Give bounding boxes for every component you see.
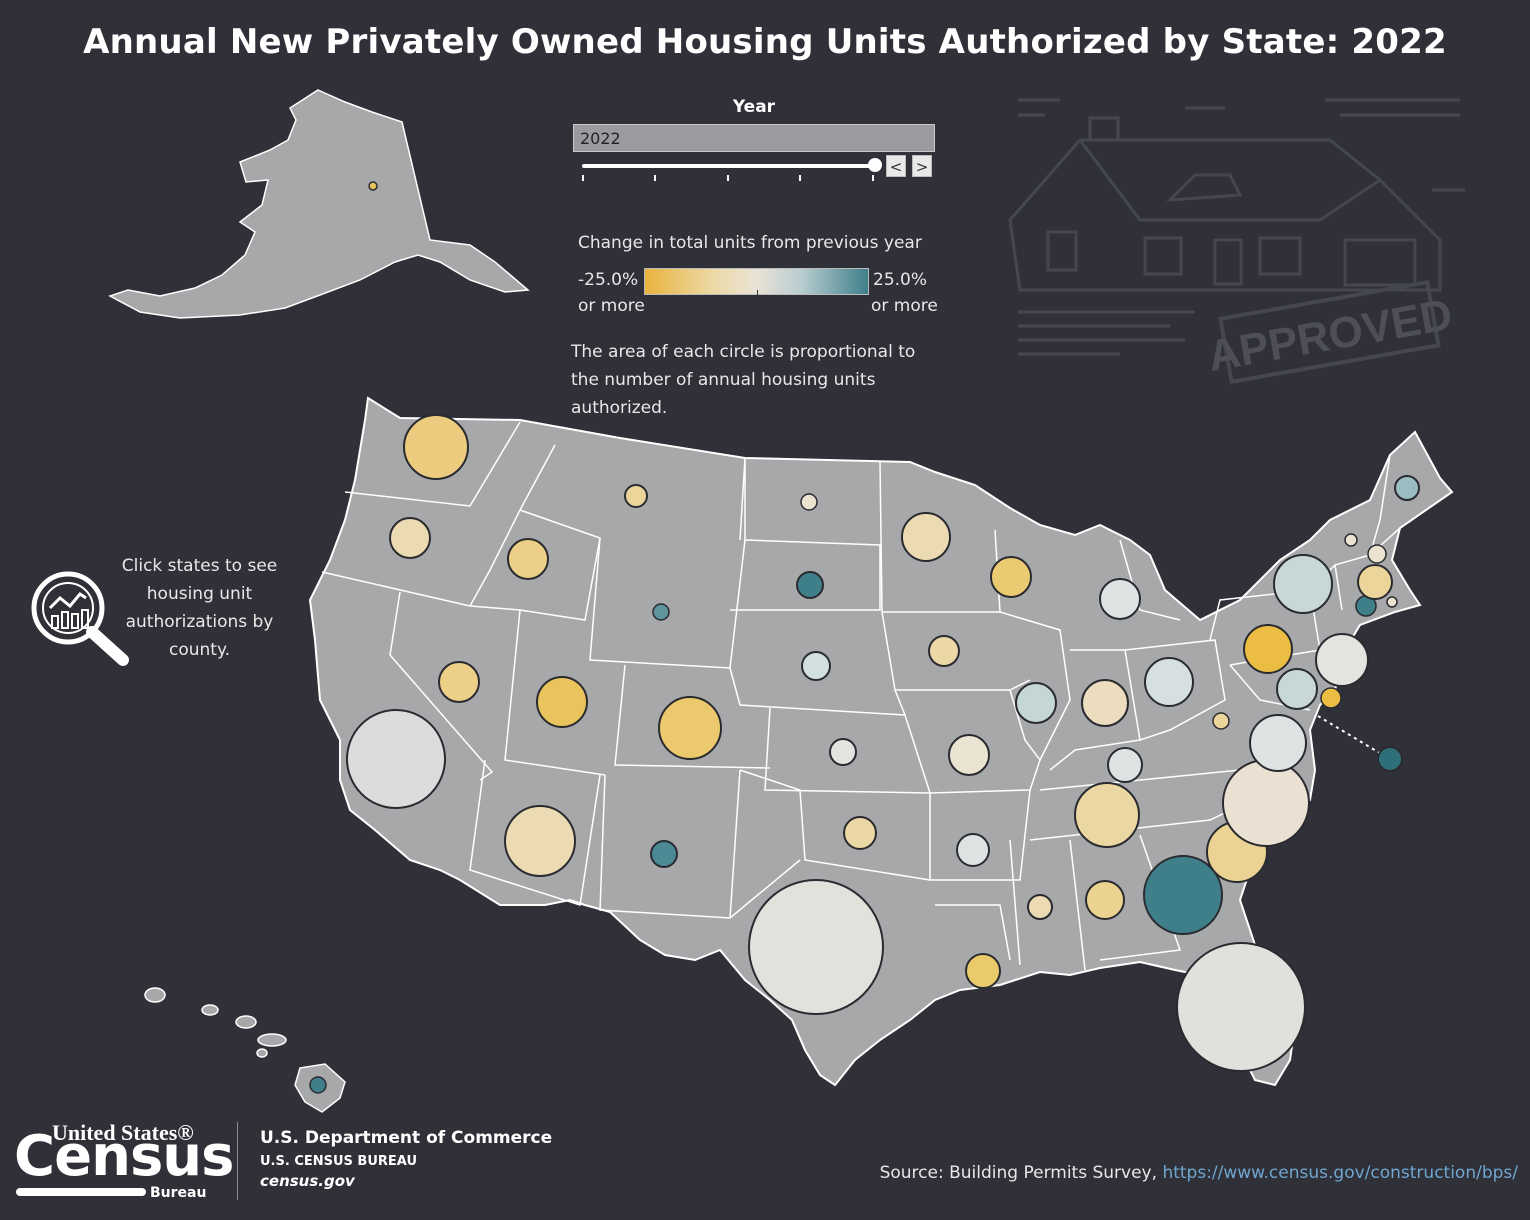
page-title: Annual New Privately Owned Housing Units… (83, 22, 1447, 62)
state-circle-oregon[interactable]: Oregon (389, 517, 431, 559)
state-circle-iowa[interactable]: Iowa (928, 635, 960, 667)
state-circle-georgia[interactable]: Georgia (1143, 855, 1223, 935)
state-circle-alaska[interactable]: Alaska (368, 181, 378, 191)
state-circle-wisconsin[interactable]: Wisconsin (990, 556, 1032, 598)
source-label: Source: (879, 1163, 944, 1183)
legend-low-label: -25.0% (578, 270, 639, 290)
slider-tick (582, 175, 584, 181)
state-circle-mississippi[interactable]: Mississippi (1027, 894, 1053, 920)
footer-divider (237, 1122, 238, 1200)
state-circle-virginia[interactable]: Virginia (1249, 714, 1307, 772)
approved-stamp: APPROVED (1204, 290, 1456, 381)
state-circles[interactable]: Washington Oregon California Idaho Nevada Mon… (309, 181, 1420, 1094)
color-scale-bar (644, 268, 869, 295)
circle-size-note: The area of each circle is proportional … (571, 342, 916, 418)
click-states-hint: Click states to see housing unit authori… (121, 556, 278, 660)
state-circle-california[interactable]: California (346, 709, 446, 809)
source-text: Building Permits Survey, (949, 1163, 1158, 1183)
slider-tick (654, 175, 656, 181)
color-scale-midpoint (757, 290, 758, 296)
state-circle-nevada[interactable]: Nevada (438, 661, 480, 703)
state-circle-new-mexico[interactable]: New Mexico (650, 840, 678, 868)
year-slider-track[interactable] (582, 164, 874, 168)
bureau-name: U.S. CENSUS BUREAU (260, 1154, 418, 1169)
slider-tick (727, 175, 729, 181)
state-circle-north-dakota[interactable]: North Dakota (800, 493, 818, 511)
state-circle-district-of-columbia[interactable]: District of Columbia (1377, 746, 1403, 772)
year-dropdown-value: 2022 (580, 129, 621, 148)
state-circle-new-york[interactable]: New York (1273, 554, 1333, 614)
house-illustration (1008, 98, 1465, 385)
alaska-shape[interactable] (108, 89, 530, 319)
hawaii-shape[interactable] (144, 987, 346, 1113)
state-circle-idaho[interactable]: Idaho (507, 538, 549, 580)
census-logo-bureau: Bureau (150, 1185, 207, 1201)
state-circle-arizona[interactable]: Arizona (504, 805, 576, 877)
state-circle-illinois[interactable]: Illinois (1015, 682, 1057, 724)
legend-high-label: 25.0% (873, 270, 928, 290)
state-circle-louisiana[interactable]: Louisiana (965, 953, 1001, 989)
state-circle-alabama[interactable]: Alabama (1085, 880, 1125, 920)
slider-tick (872, 175, 874, 181)
state-circle-indiana[interactable]: Indiana (1081, 679, 1129, 727)
source-url-link[interactable]: https://www.census.gov/construction/bps/ (1162, 1163, 1518, 1183)
state-circle-kansas[interactable]: Kansas (829, 738, 857, 766)
state-circle-missouri[interactable]: Missouri (948, 734, 990, 776)
state-circle-montana[interactable]: Montana (624, 484, 648, 508)
state-circle-hawaii[interactable]: Hawaii (309, 1076, 327, 1094)
department-name: U.S. Department of Commerce (260, 1128, 553, 1148)
state-circle-wyoming[interactable]: Wyoming (652, 603, 670, 621)
census-site-link[interactable]: census.gov (260, 1172, 355, 1190)
year-dropdown[interactable]: 2022 (573, 124, 935, 152)
legend-high-sub: or more (871, 296, 938, 316)
state-circle-texas[interactable]: Texas (748, 879, 884, 1015)
state-circle-ohio[interactable]: Ohio (1144, 657, 1194, 707)
state-circle-new-hampshire[interactable]: New Hampshire (1367, 544, 1387, 564)
state-circle-kentucky[interactable]: Kentucky (1107, 747, 1143, 783)
state-circle-tennessee[interactable]: Tennessee (1074, 782, 1140, 848)
state-circle-michigan[interactable]: Michigan (1099, 578, 1141, 620)
state-circle-pennsylvania[interactable]: Pennsylvania (1243, 624, 1293, 674)
census-logo-wordmark: Census (14, 1124, 234, 1189)
legend-low-sub: or more (578, 296, 645, 316)
state-circle-oklahoma[interactable]: Oklahoma (843, 816, 877, 850)
year-filter-label: Year (732, 97, 776, 117)
source-note: Source: Building Permits Survey, https:/… (880, 1163, 1518, 1183)
legend-title: Change in total units from previous year (578, 233, 922, 253)
state-circle-delaware[interactable]: Delaware (1320, 687, 1342, 709)
state-circle-colorado[interactable]: Colorado (658, 696, 722, 760)
state-circle-new-jersey[interactable]: New Jersey (1315, 633, 1369, 687)
state-circle-maryland[interactable]: Maryland (1276, 668, 1318, 710)
state-circle-rhode-island[interactable]: Rhode Island (1386, 596, 1398, 608)
dc-callout-line (1317, 715, 1389, 759)
state-circle-west-virginia[interactable]: West Virginia (1212, 712, 1230, 730)
year-slider-thumb[interactable] (868, 158, 882, 172)
state-circle-utah[interactable]: Utah (536, 676, 588, 728)
state-circle-massachusetts[interactable]: Massachusetts (1357, 564, 1393, 600)
census-logo-united-states: United States® (52, 1120, 194, 1145)
state-circle-vermont[interactable]: Vermont (1344, 533, 1358, 547)
state-circle-florida[interactable]: Florida (1176, 942, 1306, 1072)
state-circle-arkansas[interactable]: Arkansas (956, 833, 990, 867)
census-logo-underline (16, 1188, 146, 1196)
state-circle-north-carolina[interactable]: North Carolina (1222, 759, 1310, 847)
next-year-button[interactable]: > (912, 155, 932, 177)
magnifier-chart-icon (31, 571, 129, 666)
state-circle-washington[interactable]: Washington (403, 414, 469, 480)
prev-year-button[interactable]: < (886, 155, 906, 177)
state-circle-nebraska[interactable]: Nebraska (801, 651, 831, 681)
state-circle-maine[interactable]: Maine (1394, 475, 1420, 501)
slider-tick (799, 175, 801, 181)
state-circle-minnesota[interactable]: Minnesota (901, 512, 951, 562)
state-circle-south-dakota[interactable]: South Dakota (796, 571, 824, 599)
